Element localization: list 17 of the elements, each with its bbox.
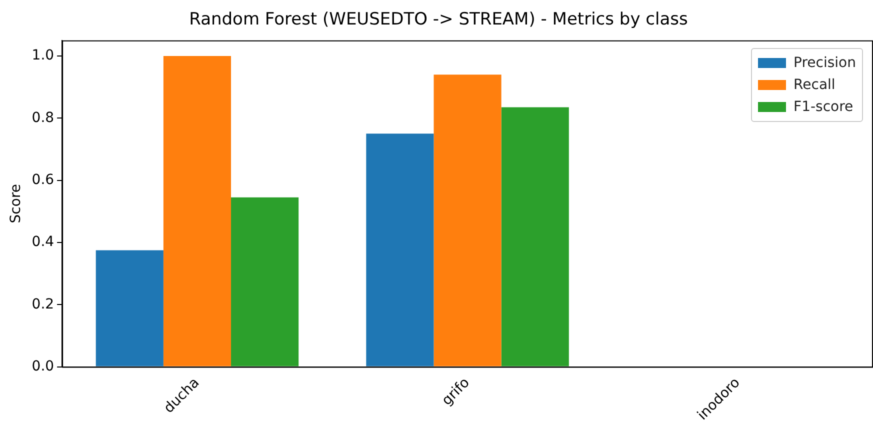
y-axis-title: Score <box>8 184 24 224</box>
y-tick-label: 0.0 <box>32 358 54 374</box>
bar <box>434 74 502 366</box>
bar <box>163 56 232 366</box>
y-tick-label: 0.2 <box>32 296 54 312</box>
y-tick-label: 0.8 <box>32 110 54 126</box>
bar <box>231 197 299 366</box>
bar <box>96 250 164 366</box>
y-tick-label: 0.6 <box>32 172 54 188</box>
y-tick-label: 0.4 <box>32 234 54 250</box>
legend-label: Precision <box>794 55 856 72</box>
y-tick-label: 1.0 <box>32 48 54 64</box>
bar <box>366 134 434 366</box>
legend-label: Recall <box>794 77 836 94</box>
legend-label: F1-score <box>794 99 854 116</box>
chart-title: Random Forest (WEUSEDTO -> STREAM) - Metrics by class <box>189 10 688 30</box>
bar <box>501 107 569 366</box>
